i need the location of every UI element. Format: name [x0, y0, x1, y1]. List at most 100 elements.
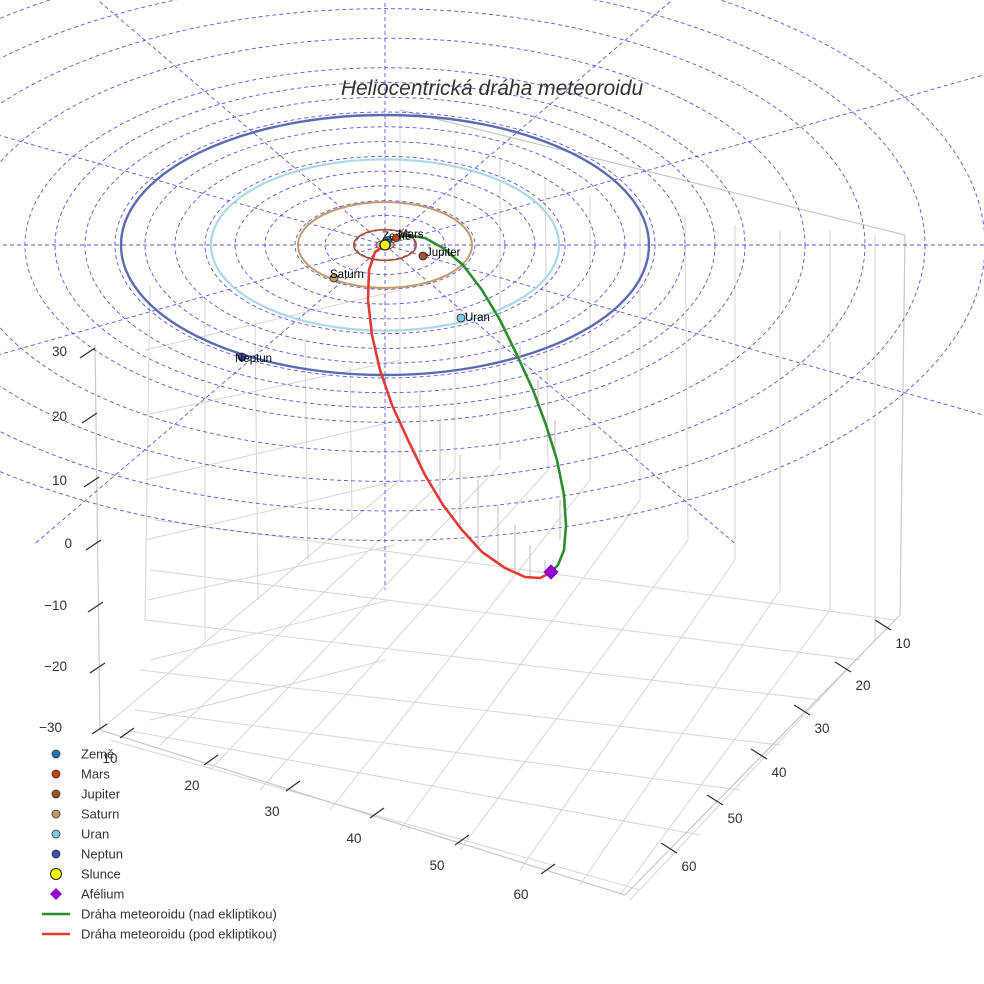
x-tick-label-2: 30: [264, 804, 279, 819]
legend-label-4: Uran: [81, 827, 109, 842]
planet-label-jupiter: Jupiter: [426, 247, 461, 259]
box-edge-front-right: [624, 614, 901, 896]
legend-marker-0: [51, 749, 61, 759]
box-wall-row-6: [149, 659, 386, 721]
box-floor-b-4: [329, 479, 591, 811]
legend-marker-4: [51, 829, 61, 839]
legend-label-9: Dráha meteoroidu (pod ekliptikou): [81, 927, 277, 942]
z-tickmark-5: [89, 662, 106, 674]
polar-ray-11: [384, 74, 984, 246]
legend-label-0: Země: [81, 747, 114, 762]
box-floor-a-0: [154, 519, 896, 621]
trajectory-above-ecliptic: [385, 233, 568, 574]
x-tick-label-5: 60: [513, 887, 528, 902]
z-tickmark-3: [85, 539, 102, 551]
box-wall-row-2: [144, 419, 401, 481]
y-tickmark-3: [750, 748, 768, 760]
orbit-saturn: [297, 201, 473, 289]
z-tickmark-4: [87, 601, 104, 613]
box-vertical-3: [304, 339, 309, 561]
planet-jupiter: [418, 251, 428, 261]
legend-label-5: Neptun: [81, 847, 123, 862]
legend-label-1: Mars: [81, 767, 110, 782]
box-floor-b-0: [99, 479, 401, 731]
trajectory-drop-lines: [419, 310, 561, 577]
y-tick-label-1: 20: [855, 678, 870, 693]
legend-marker-1: [51, 769, 61, 779]
planet-uran: [456, 313, 466, 323]
polar-ray-7: [0, 135, 386, 246]
legend-marker-7: [50, 888, 62, 900]
box-wall-row-5: [149, 599, 391, 661]
y-tick-label-3: 40: [771, 765, 786, 780]
polar-ring-5: [204, 155, 566, 335]
polar-ray-8: [97, 0, 386, 246]
polar-ray-10: [384, 0, 673, 246]
orbit-neptun: [119, 113, 651, 377]
box-floor-a-3: [139, 669, 781, 746]
box-edge-left: [94, 344, 101, 731]
box-floor-b-3: [259, 469, 549, 791]
aphelion-marker: [543, 564, 559, 580]
legend-marker-5: [51, 849, 61, 859]
box-vertical-11: [684, 214, 689, 541]
z-tick-label-6: −30: [39, 720, 62, 735]
x-tick-label-3: 40: [346, 831, 361, 846]
chart-title: Heliocentrická dráha meteoroidu: [341, 77, 644, 100]
legend-label-6: Slunce: [81, 867, 121, 882]
box-floor-b-8: [579, 589, 781, 886]
box-vertical-4: [349, 364, 353, 521]
box-floor-b-1: [159, 469, 456, 746]
y-tick-label-2: 30: [814, 721, 829, 736]
legend-marker-6: [50, 868, 62, 880]
box-edge-top-right: [399, 109, 906, 236]
box-floor-b-7: [519, 559, 736, 871]
x-tickmark-5: [540, 863, 556, 875]
legend-marker-2: [51, 789, 61, 799]
box-floor-b-9: [619, 609, 831, 896]
box-floor-b-6: [459, 539, 689, 851]
axis-ticks: 30 20 10 0 −10 −20 −30 10 20 30 40 50 60 10 20 30 40 50 60: [39, 344, 910, 902]
y-tickmark-1: [834, 661, 852, 673]
planet-orbits: [119, 113, 651, 377]
box-vertical-2: [254, 319, 259, 601]
box-floor-a-2: [144, 619, 821, 701]
orbit-jupiter: [352, 228, 417, 262]
y-tickmark-2: [793, 704, 811, 716]
x-tickmark-1: [203, 754, 219, 766]
planet-mars: [392, 234, 400, 242]
axis-box: [94, 109, 906, 901]
box-wall-row-1: [144, 359, 401, 416]
x-tick-label-0: 10: [102, 751, 117, 766]
box-floor-b-5: [399, 499, 641, 831]
planet-label-neptun: Neptun: [235, 353, 272, 365]
box-edge-front-left: [99, 729, 626, 896]
planet-neptun: [237, 352, 247, 362]
z-tick-label-3: 0: [64, 536, 72, 551]
y-tick-label-4: 50: [727, 811, 742, 826]
box-wall-row-0: [144, 289, 401, 351]
box-floor-a-5: [124, 729, 701, 836]
legend-label-2: Jupiter: [81, 787, 121, 802]
z-tickmark-6: [91, 723, 108, 735]
z-tick-label-4: −10: [44, 598, 67, 613]
box-floor-a-4: [134, 709, 741, 791]
x-tickmark-0: [119, 727, 135, 739]
sun-marker: [379, 239, 391, 251]
meteoroid-trajectory: [366, 233, 568, 580]
z-tickmark-2: [83, 476, 100, 488]
z-tick-label-1: 20: [52, 409, 67, 424]
x-tick-label-4: 50: [429, 858, 444, 873]
legend-label-7: Afélium: [81, 887, 124, 902]
x-tickmark-2: [285, 780, 301, 792]
trajectory-below-ecliptic: [366, 243, 551, 580]
legend: Země Mars Jupiter Saturn Uran Neptun Slunce Afé…: [42, 747, 277, 942]
ecliptic-polar-grid: [0, 0, 984, 590]
y-tick-label-0: 10: [895, 636, 910, 651]
box-edge-right: [899, 234, 906, 616]
x-tickmark-4: [454, 834, 470, 846]
planet-label-saturn: Saturn: [330, 269, 364, 281]
legend-marker-3: [51, 809, 61, 819]
polar-ray-5: [0, 244, 386, 355]
